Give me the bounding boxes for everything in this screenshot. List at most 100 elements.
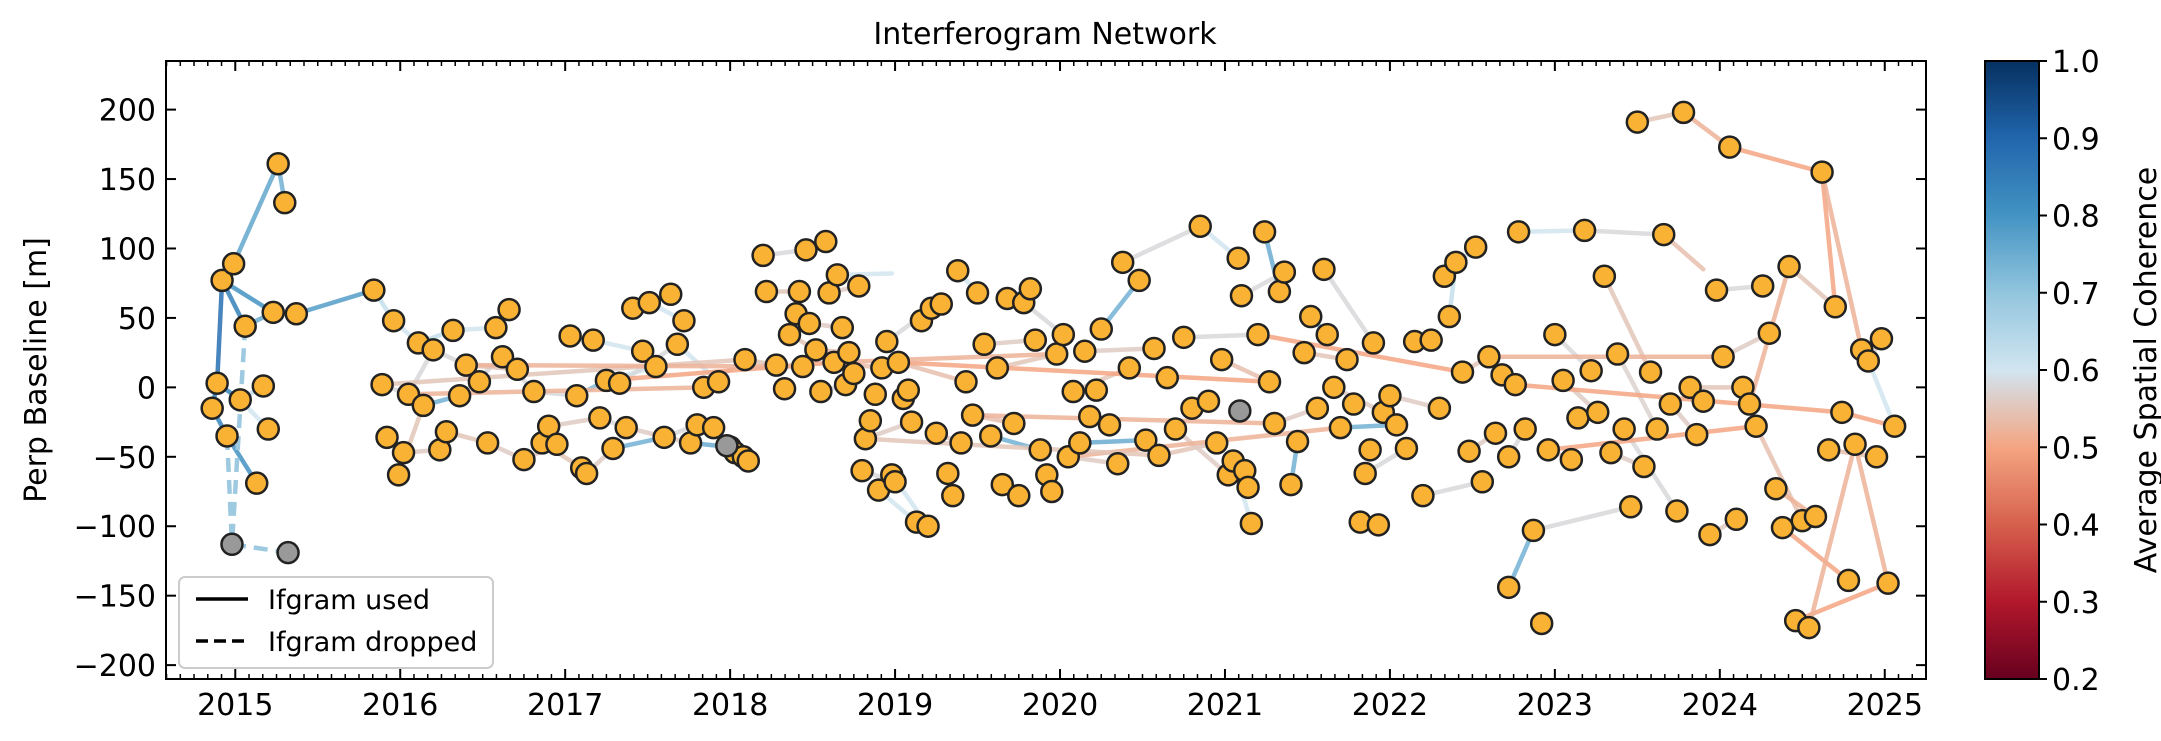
y-axis-label: Perp Baseline [m] [19,237,54,503]
acquisition-point [1496,575,1521,600]
acquisition-point [362,278,386,302]
colorbar-tick-label: 0.2 [2052,663,2100,698]
acquisition-point [899,410,924,434]
acquisition-point [850,458,874,483]
acquisition-point [701,415,726,440]
acquisition-point [1671,100,1696,125]
acquisition-point [1285,429,1310,454]
acquisition-point [1856,349,1881,373]
acquisition-point [454,353,478,377]
acquisition-point [1551,368,1575,393]
x-tick-label: 2024 [1682,688,1758,723]
acquisition-point [1155,365,1179,390]
interferogram-edge [831,351,1059,365]
acquisition-point [1419,328,1443,352]
dropped-acquisition-point [715,433,739,458]
acquisition-point [505,357,530,382]
acquisition-point [1097,413,1122,437]
acquisition-point [545,432,569,457]
acquisition-point [1427,396,1452,420]
acquisition-point [644,354,668,379]
acquisition-point [1543,322,1567,347]
interferogram-edge [1852,442,1891,586]
y-tick-label: −100 [74,510,156,545]
acquisition-point [751,243,775,268]
acquisition-point [370,372,394,397]
acquisition-point [574,461,599,486]
acquisition-point [825,263,850,287]
acquisition-point [985,356,1010,380]
interferogram-edge [1181,332,1261,340]
acquisition-point [266,152,290,176]
acquisition-point [875,329,899,354]
acquisition-point [1077,404,1102,429]
interferogram-edge [1780,525,1851,583]
acquisition-point [1257,370,1282,394]
acquisition-point [447,383,472,408]
acquisition-point [1612,417,1636,441]
acquisition-point [946,258,970,283]
acquisition-point [607,371,632,395]
acquisition-point [1188,214,1212,239]
colorbar-tick-label: 0.5 [2052,431,2100,466]
acquisition-point [284,302,309,326]
acquisition-point [1632,454,1656,479]
acquisition-point [1246,322,1270,347]
y-tick-label: 150 [99,163,156,198]
x-tick-label: 2018 [692,688,768,723]
acquisition-point [256,417,281,441]
acquisition-point [1463,235,1488,259]
acquisition-point [1312,257,1336,282]
acquisition-point [665,332,690,357]
acquisition-point [614,415,638,440]
acquisition-point [1163,417,1188,441]
interferogram-edge [896,360,1272,385]
acquisition-point [978,424,1003,448]
y-tick-label: −50 [93,441,156,476]
acquisition-point [233,314,257,339]
acquisition-point [1298,304,1323,329]
acquisition-point [1127,268,1151,293]
acquisition-point [251,374,276,398]
x-tick-label: 2017 [527,688,603,723]
interferogram-edge [1819,169,1864,353]
interferogram-edge [1727,144,1825,175]
interferogram-edge [1819,169,1838,310]
acquisition-point [1605,342,1630,366]
colorbar-tick-label: 0.4 [2052,509,2100,544]
acquisition-point [1651,222,1676,247]
plot-area [200,100,1907,640]
acquisition-point [637,290,662,315]
acquisition-point [1437,304,1462,329]
acquisition-point [1536,438,1561,462]
acquisition-points [200,100,1907,640]
acquisition-point [1450,360,1475,384]
x-tick-label: 2019 [857,688,933,723]
acquisition-point [630,339,655,364]
acquisition-point [790,354,815,379]
acquisition-point [1252,220,1277,244]
y-tick-label: 0 [137,371,156,406]
acquisition-point [1142,336,1166,361]
acquisition-point [1353,461,1377,486]
acquisition-point [754,279,779,304]
acquisition-point [1028,438,1052,462]
acquisition-point [672,308,696,333]
acquisition-point [1007,483,1031,508]
acquisition-point [381,308,406,333]
acquisition-point [512,447,536,472]
acquisition-point [1457,439,1481,463]
acquisition-point [1691,389,1716,413]
acquisition-point [1106,451,1130,476]
acquisition-point [1073,339,1097,364]
acquisition-point [814,229,838,254]
acquisition-point [916,514,940,538]
acquisition-point [990,472,1015,497]
acquisition-point [228,388,252,412]
acquisition-point [1876,571,1900,595]
acquisition-point [1599,440,1623,465]
acquisition-point [886,350,911,375]
acquisition-point [1262,411,1287,436]
acquisition-point [797,311,822,336]
